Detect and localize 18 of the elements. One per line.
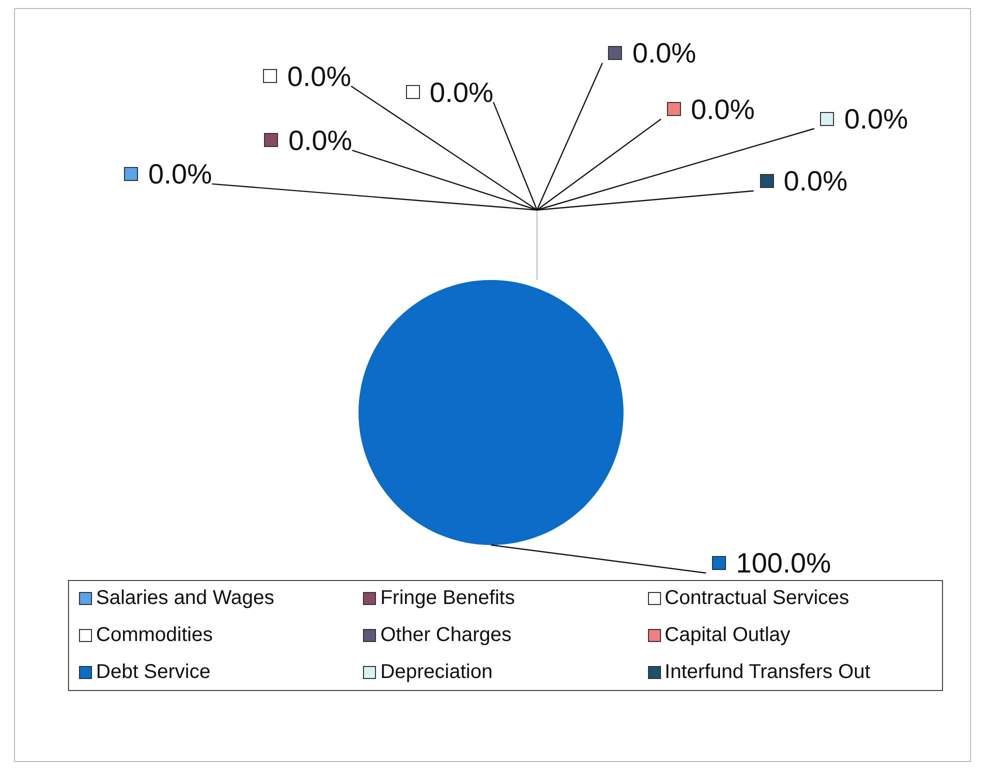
legend-label: Debt Service [96, 661, 210, 684]
legend-label: Depreciation [380, 661, 493, 684]
text: 0.0% [632, 38, 696, 69]
text: 0.0% [784, 166, 848, 197]
text: 0.0% [844, 103, 908, 134]
text: 0.0% [430, 76, 494, 108]
legend-label: Contractual Services [664, 587, 850, 610]
legend-label: Other Charges [380, 624, 512, 647]
legend-label: Commodities [96, 624, 213, 647]
text: 0.0% [148, 158, 212, 190]
legend-label: Salaries and Wages [96, 587, 274, 610]
legend-label: Fringe Benefits [380, 587, 515, 610]
text: 0.0% [690, 94, 755, 125]
text: 0.0% [287, 60, 352, 92]
legend-label: Interfund Transfers Out [664, 661, 870, 684]
text: 0.0% [288, 125, 352, 156]
data-label: 100.0% [736, 548, 831, 579]
legend-label: Capital Outlay [664, 624, 790, 647]
